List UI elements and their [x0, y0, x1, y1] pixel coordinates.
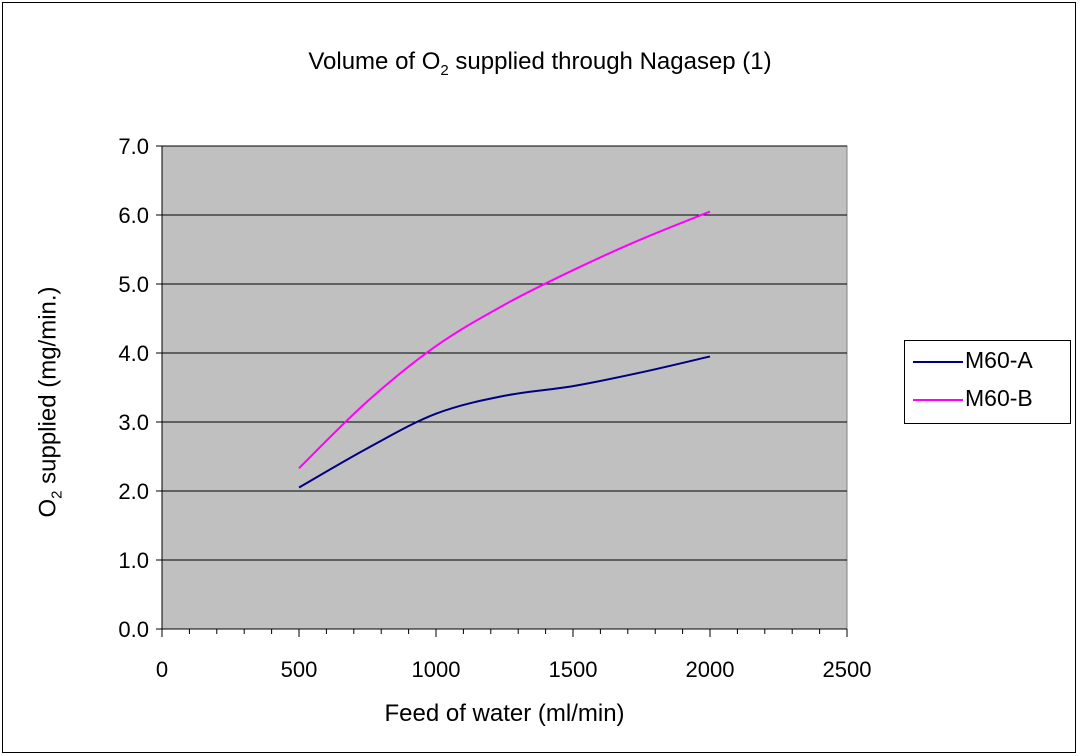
x-tick-label-2: 1000 [412, 657, 461, 682]
y-tick-label-0: 0.0 [118, 617, 149, 642]
y-tick-label-2: 2.0 [118, 479, 149, 504]
chart-title: Volume of O2 supplied through Nagasep (1… [308, 48, 772, 79]
x-tick-label-0: 0 [156, 657, 168, 682]
y-axis-label: O2 supplied (mg/min.) [34, 286, 66, 518]
y-tick-label-5: 5.0 [118, 272, 149, 297]
x-tick-label-5: 2500 [823, 657, 872, 682]
legend-item-m60-a: M60-A [905, 343, 1070, 379]
y-tick-label-6: 6.0 [118, 203, 149, 228]
x-axis-label: Feed of water (ml/min) [384, 700, 625, 727]
plot-area [161, 145, 848, 630]
legend-swatch-m60-a [913, 361, 963, 363]
series-line-m60-a [298, 355, 711, 489]
y-tick-label-4: 4.0 [118, 341, 149, 366]
legend-label-m60-a: M60-A [965, 347, 1033, 373]
y-tick-label-3: 3.0 [118, 410, 149, 435]
legend-swatch-m60-b [913, 399, 963, 401]
legend-item-m60-b: M60-B [905, 381, 1070, 417]
x-tick-label-4: 2000 [686, 657, 735, 682]
legend-label-m60-b: M60-B [965, 385, 1033, 411]
y-tick-label-1: 1.0 [118, 548, 149, 573]
series-line-m60-b [298, 210, 711, 469]
y-tick-label-7: 7.0 [118, 134, 149, 159]
x-tick-label-3: 1500 [549, 657, 598, 682]
x-tick-label-1: 500 [281, 657, 318, 682]
legend: M60-A M60-B [904, 340, 1071, 424]
